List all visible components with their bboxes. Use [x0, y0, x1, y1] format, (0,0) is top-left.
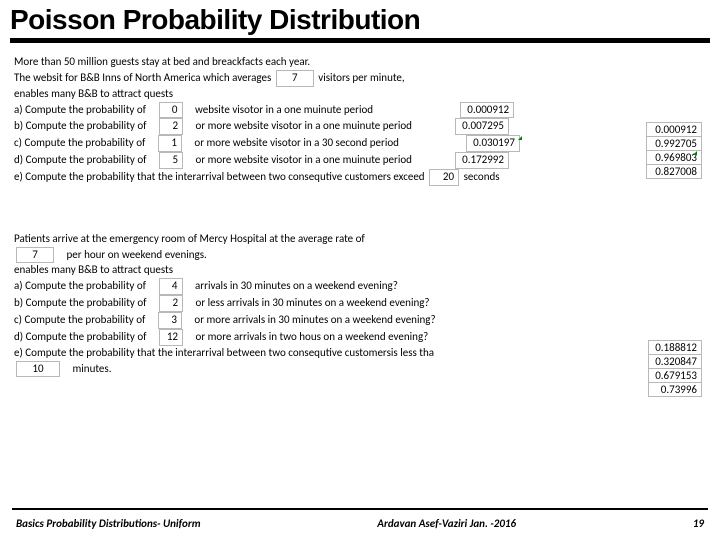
text: or more website visotor in a one muinute…	[196, 153, 412, 166]
result-cell: 0.172992	[455, 152, 509, 169]
text: or less arrivals in 30 minutes on a week…	[196, 296, 430, 309]
n-cell: 0	[159, 102, 183, 119]
text: or more website visotor in a one muinute…	[196, 119, 412, 132]
result-cell: 0.007295	[455, 118, 509, 135]
n-cell: 1	[158, 135, 182, 152]
side-val: 0.000912	[647, 123, 701, 137]
text: enables many B&B to attract quests	[14, 263, 173, 276]
side-val: 0.188812	[648, 340, 702, 355]
text: minutes.	[73, 362, 112, 375]
footer: Basics Probability Distributions- Unifor…	[0, 517, 720, 530]
tri-marker	[693, 151, 697, 155]
side-val: 0.992705	[647, 137, 701, 151]
problem-block-1: More than 50 million guests stay at bed …	[14, 55, 706, 186]
value-cell: 20	[429, 169, 459, 186]
text: Patients arrive at the emergency room of…	[14, 232, 365, 245]
value-cell: 10	[16, 361, 60, 378]
text: b) Compute the probability of	[14, 296, 147, 309]
n-cell: 2	[159, 118, 183, 135]
n-cell: 3	[158, 312, 182, 329]
text: per hour on weekend evenings.	[67, 248, 207, 261]
side-val: 0.969803	[647, 151, 701, 165]
text: or more arrivals in 30 minutes on a week…	[194, 313, 435, 326]
text: d) Compute the probability of	[14, 330, 147, 343]
side-val: 0.73996	[648, 382, 702, 397]
text: arrivals in 30 minutes on a weekend even…	[195, 279, 398, 292]
footer-left: Basics Probability Distributions- Unifor…	[16, 517, 201, 530]
text: The websit for B&B Inns of North America…	[14, 71, 271, 84]
n-cell: 5	[159, 152, 183, 169]
footer-mid: Ardavan Asef-Vaziri Jan. -2016	[377, 517, 516, 530]
text: enables many B&B to attract quests	[14, 87, 173, 100]
result-cell: 0.000912	[460, 102, 514, 119]
result-cell: 0.030197	[466, 135, 520, 152]
text: website visotor in a one muinute period	[195, 103, 373, 116]
page-title: Poisson Probability Distribution	[10, 4, 710, 36]
text: seconds	[464, 170, 500, 183]
text: a) Compute the probability of	[14, 279, 146, 292]
footer-rule	[12, 508, 708, 510]
text: or more website visotor in a 30 second p…	[194, 136, 399, 149]
text: e) Compute the probability that the inte…	[14, 170, 425, 183]
n-cell: 2	[159, 295, 183, 312]
side-val: 0.679153	[648, 368, 702, 383]
text: c) Compute the probability of	[14, 313, 145, 326]
value-cell: 7	[276, 70, 314, 87]
n-cell: 12	[159, 329, 183, 346]
text: More than 50 million guests stay at bed …	[14, 55, 310, 68]
problem-block-2: Patients arrive at the emergency room of…	[14, 232, 706, 378]
text: c) Compute the probability of	[14, 136, 145, 149]
page-number: 19	[693, 517, 704, 530]
side-val: 0.320847	[648, 354, 702, 369]
tri-marker	[518, 136, 522, 140]
side-val: 0.827008	[647, 165, 701, 178]
text: e) Compute the probability that the inte…	[14, 346, 434, 359]
side-results-2: 0.188812 0.320847 0.679153 0.73996	[648, 340, 702, 396]
text: a) Compute the probability of	[14, 103, 146, 116]
value-cell: 7	[16, 247, 54, 264]
text: visitors per minute,	[318, 71, 404, 84]
side-results-1: 0.000912 0.992705 0.969803 0.827008	[646, 122, 702, 179]
text: d) Compute the probability of	[14, 153, 147, 166]
text: b) Compute the probability of	[14, 119, 147, 132]
text: or more arrivals in two hous on a weeken…	[196, 330, 429, 343]
title-rule	[10, 38, 710, 43]
n-cell: 4	[159, 278, 183, 295]
